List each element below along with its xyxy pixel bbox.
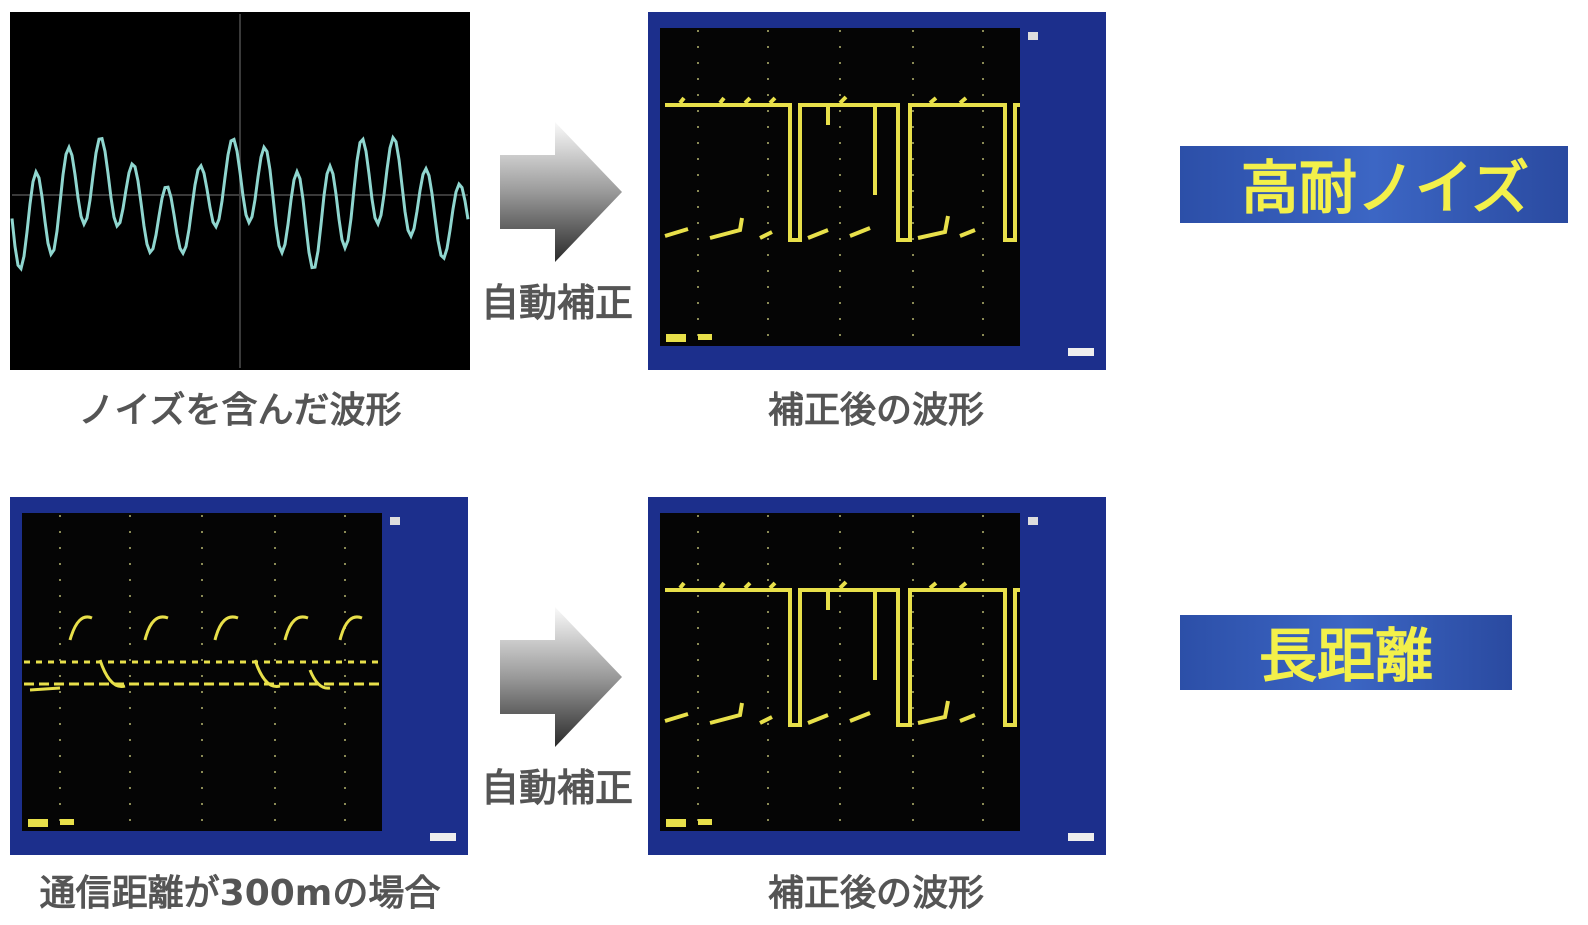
- correction-label: 自動補正: [481, 766, 633, 810]
- arrow: [500, 607, 622, 747]
- long-distance-scope: [10, 497, 468, 855]
- caption: ノイズを含んだ波形: [79, 389, 402, 431]
- badge: 高耐ノイズ: [1241, 154, 1529, 222]
- caption: 補正後の波形: [768, 873, 984, 914]
- page: 自動補正 ノイズを含んだ波形 補正後の波形 高耐ノイズ 自動補正 通信距離が30…: [0, 0, 1588, 925]
- badge: 長距離: [1259, 622, 1433, 690]
- correction-label: 自動補正: [481, 281, 633, 325]
- arrow: [500, 122, 622, 262]
- caption: 通信距離が300mの場合: [40, 873, 441, 914]
- caption: 補正後の波形: [768, 390, 984, 431]
